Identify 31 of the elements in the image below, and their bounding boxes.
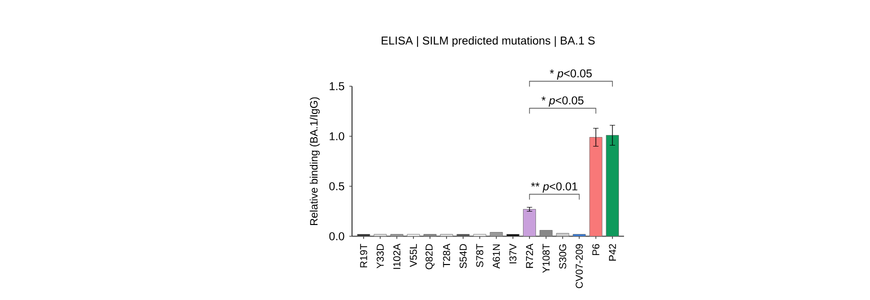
bar xyxy=(540,230,553,236)
x-tick-label: R19T xyxy=(360,244,368,268)
x-tick-label: S78T xyxy=(476,244,484,268)
y-tick-label: 1.0 xyxy=(330,132,344,140)
bar xyxy=(606,135,619,236)
x-tick-label: CV07-209 xyxy=(576,244,583,288)
x-tick-label: S30G xyxy=(559,244,566,269)
y-tick-label: 0.0 xyxy=(329,232,344,240)
x-tick-label: R72A xyxy=(526,244,533,268)
x-tick-label: V55L xyxy=(410,244,417,267)
y-tick-label: 0.5 xyxy=(329,182,344,190)
x-tick-label: P42 xyxy=(608,244,616,261)
x-tick-label: Y108T xyxy=(542,244,550,273)
x-tick-label: Q82D xyxy=(426,244,434,270)
x-tick-label: S54D xyxy=(460,244,467,268)
bar xyxy=(523,209,536,236)
bar xyxy=(490,232,503,236)
bar xyxy=(589,137,602,236)
x-tick-label: I102A xyxy=(393,244,400,269)
x-tick-label: I37V xyxy=(509,244,516,264)
x-tick-label: Y33D xyxy=(376,244,384,268)
chart-title: ELISA | SILM predicted mutations | BA.1 S xyxy=(382,36,595,47)
annotation: *p<0.05 xyxy=(542,96,584,107)
text: *p<0.05 xyxy=(550,69,592,80)
x-tick-label: A61N xyxy=(492,244,500,269)
annotation: ** p<0.01 xyxy=(531,182,578,193)
x-tick-label: P6 xyxy=(592,244,600,256)
x-tick-label: T28A xyxy=(443,244,450,268)
y-axis-title: Relative binding (BA.1/IgG) xyxy=(310,97,320,225)
bar xyxy=(556,233,570,236)
y-tick-label: 1.5 xyxy=(330,82,344,90)
